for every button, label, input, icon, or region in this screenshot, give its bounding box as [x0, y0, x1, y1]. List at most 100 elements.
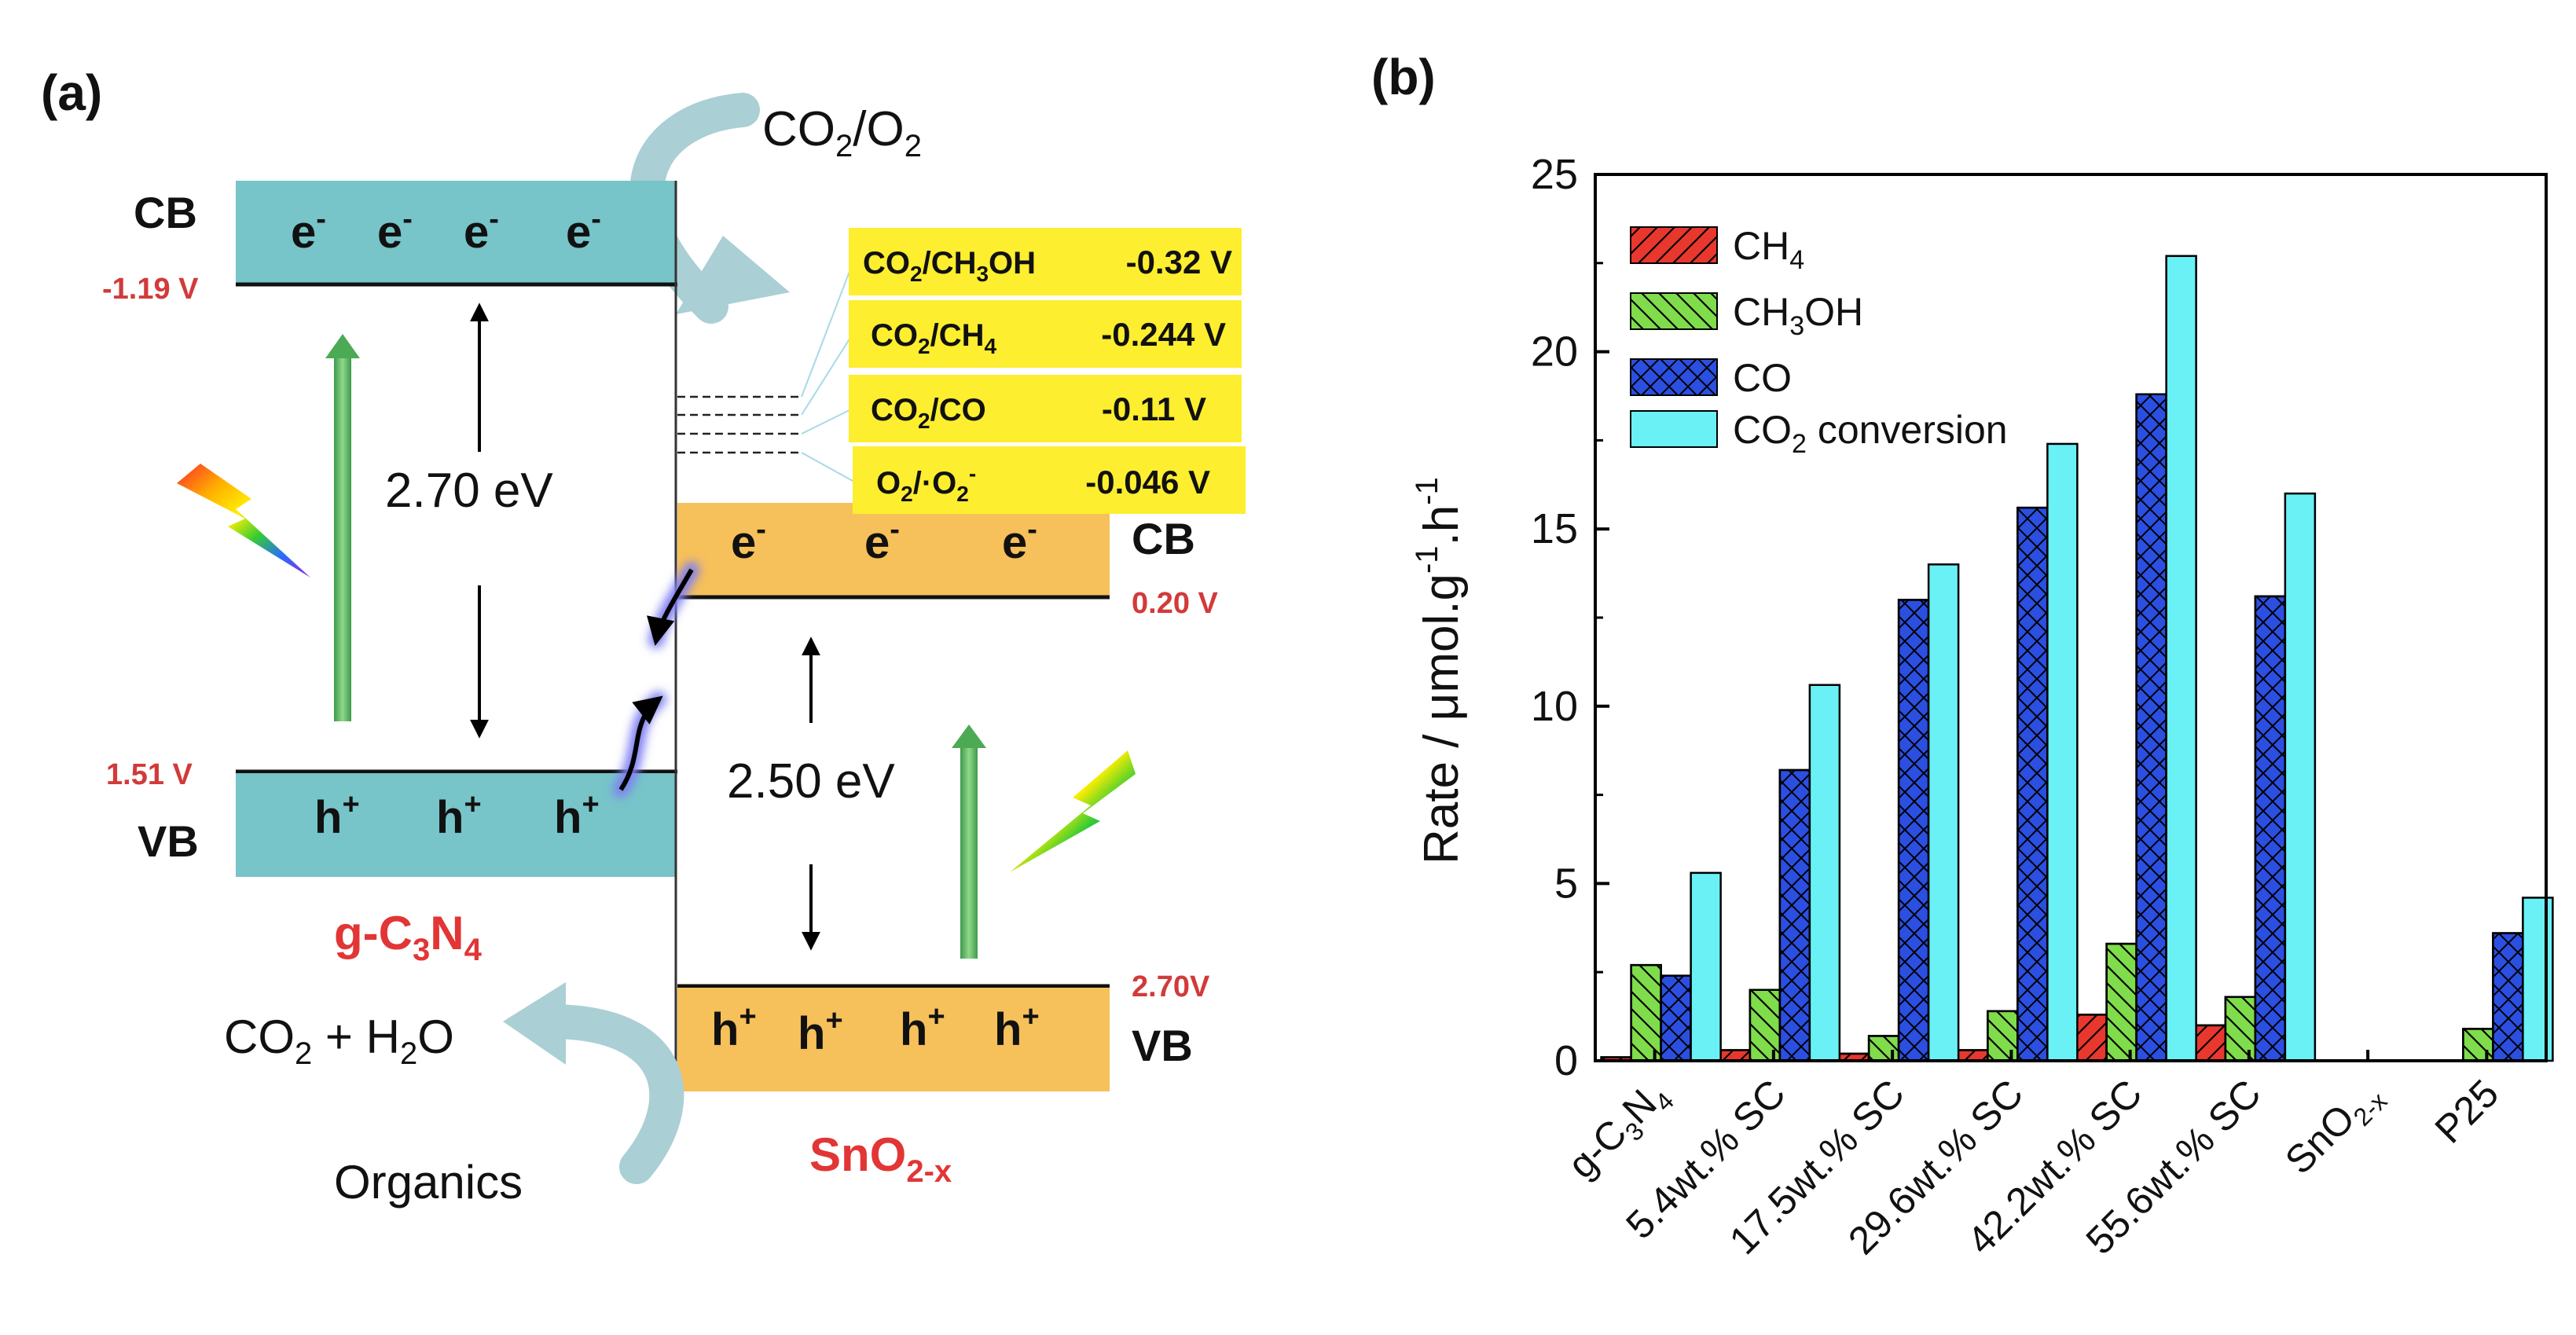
y-axis-label: Rate / μmol.g-1.h-1: [1410, 477, 1469, 864]
electron: e-: [864, 513, 900, 568]
panel-b-label: (b): [1371, 49, 1436, 105]
redox-box-bg: [849, 300, 1242, 368]
hole: h+: [314, 788, 360, 843]
gcn-excitation-arrow: [334, 355, 351, 721]
bar-pattern: [2135, 393, 2167, 1062]
products-label: CO2 + H2O: [224, 1010, 454, 1071]
y-tick-label: 5: [1554, 860, 1578, 907]
bar-pattern: [1897, 599, 1930, 1062]
sno-vb-band: [677, 988, 1110, 1091]
redox-dashed-lines: [677, 262, 853, 482]
hole: h+: [554, 788, 600, 843]
electron: e-: [731, 513, 766, 568]
legend-label: CO2 conversion: [1733, 408, 2008, 459]
legend-item: CH4: [1630, 224, 1804, 275]
bar: [2284, 492, 2317, 1062]
electron: e-: [464, 203, 499, 258]
gcn-cb-band: [236, 181, 676, 283]
gcn-excitation-arrow-head: [325, 334, 360, 358]
redox-box: CO2/CH4 -0.244 V: [849, 300, 1242, 368]
organics-curved-arrow-head: [503, 982, 566, 1065]
panel-a-label: (a): [41, 64, 102, 121]
hole-transfer-arrow: [618, 695, 663, 791]
sno-cb-label: CB: [1132, 514, 1195, 563]
y-tick-label: 0: [1554, 1037, 1578, 1084]
bar-pattern: [1867, 1035, 1900, 1062]
gcn-holes: h+ h+ h+: [314, 788, 600, 843]
bar-pattern: [2492, 932, 2524, 1062]
bar-pattern: [1987, 1010, 2019, 1062]
sno-cb-band: [677, 503, 1110, 596]
y-axis: 0 5 10 15 20 25: [1531, 151, 1609, 1084]
legend-swatch-co-pattern: [1630, 358, 1718, 396]
bar-pattern: [2105, 942, 2137, 1062]
redox-box-bg: [849, 228, 1242, 295]
bar: [2522, 897, 2554, 1062]
legend-label: CO: [1733, 356, 1792, 400]
bar: [1690, 871, 1722, 1062]
sno-gap-label: 2.50 eV: [727, 754, 895, 809]
hole: h+: [798, 1004, 843, 1059]
gcn-electrons: e- e- e- e-: [291, 203, 601, 258]
electron: e-: [1002, 513, 1037, 568]
y-tick-label: 15: [1531, 505, 1578, 552]
sno-cb-potential: 0.20 V: [1132, 587, 1219, 620]
electron-transfer-arrow: [647, 568, 694, 647]
gcn-cb-label: CB: [134, 188, 197, 237]
redox-potentials: CO2/CH3OH -0.32 V CO2/CH4 -0.244 V CO2/C…: [849, 228, 1246, 514]
gcn-name: g-C3N4: [334, 907, 483, 967]
sno-name: SnO2-x: [809, 1128, 952, 1189]
sno-holes: h+ h+ h+ h+: [711, 1000, 1040, 1059]
top-gas-label: CO2/O2: [762, 102, 922, 163]
legend-item: CO2 conversion: [1630, 408, 2008, 459]
panel-a: (a) CO2/O2 CB -1.19 V e- e- e- e- 1.51 V…: [41, 64, 1246, 1208]
gcn-gap-label: 2.70 eV: [385, 464, 553, 518]
y-tick-label: 10: [1531, 683, 1578, 730]
bar-pattern: [1630, 963, 1662, 1062]
legend-label: CH3OH: [1733, 290, 1863, 341]
redox-value: -0.32 V: [1126, 244, 1232, 281]
y-tick-label: 20: [1531, 328, 1578, 376]
redox-box: CO2/CH3OH -0.32 V: [849, 228, 1242, 295]
sno-electrons: e- e- e-: [731, 513, 1037, 568]
y-tick-label: 25: [1531, 151, 1578, 198]
bar-pattern: [2224, 996, 2257, 1062]
bar-pattern: [1957, 1049, 1989, 1062]
bar-pattern: [1778, 768, 1811, 1062]
sno-vb-potential: 2.70V: [1132, 970, 1210, 1003]
electron: e-: [377, 203, 413, 258]
gcn-vb-label: VB: [138, 816, 199, 866]
bar-pattern: [1749, 988, 1782, 1062]
redox-value: -0.046 V: [1085, 464, 1210, 501]
redox-pair: CO2/CH4: [871, 318, 996, 358]
redox-pair: CO2/CH3OH: [863, 246, 1036, 286]
sno-excitation-arrow-head: [952, 724, 986, 748]
hole: h+: [436, 788, 482, 843]
hole: h+: [994, 1000, 1040, 1055]
bar-pattern: [2462, 1028, 2494, 1062]
electron: e-: [291, 203, 326, 258]
legend-item: CO: [1630, 356, 1792, 400]
legend: CH4 CH3OH CO CO2 conversion: [1630, 224, 2008, 459]
gcn-vb-band: [236, 773, 676, 877]
redox-box-bg: [853, 446, 1246, 514]
gas-curved-arrow-head: [676, 236, 790, 314]
legend-swatch-co2-conversion: [1630, 410, 1718, 448]
electron: e-: [566, 203, 601, 258]
light-bolt-icon: [1010, 750, 1136, 872]
hole: h+: [900, 1000, 945, 1055]
gcn-cb-potential: -1.19 V: [102, 273, 199, 306]
bar-pattern: [1719, 1049, 1752, 1062]
gcn-vb-potential: 1.51 V: [106, 758, 193, 791]
leader-lines: [801, 262, 853, 482]
organics-curved-arrow: [533, 1004, 684, 1184]
redox-box: O2/·O2- -0.046 V: [853, 446, 1246, 514]
bar-pattern: [2016, 506, 2049, 1062]
legend-label: CH4: [1733, 224, 1804, 275]
hole: h+: [711, 1000, 757, 1055]
legend-swatch-ch4-pattern: [1630, 226, 1718, 264]
bar: [1808, 684, 1841, 1062]
